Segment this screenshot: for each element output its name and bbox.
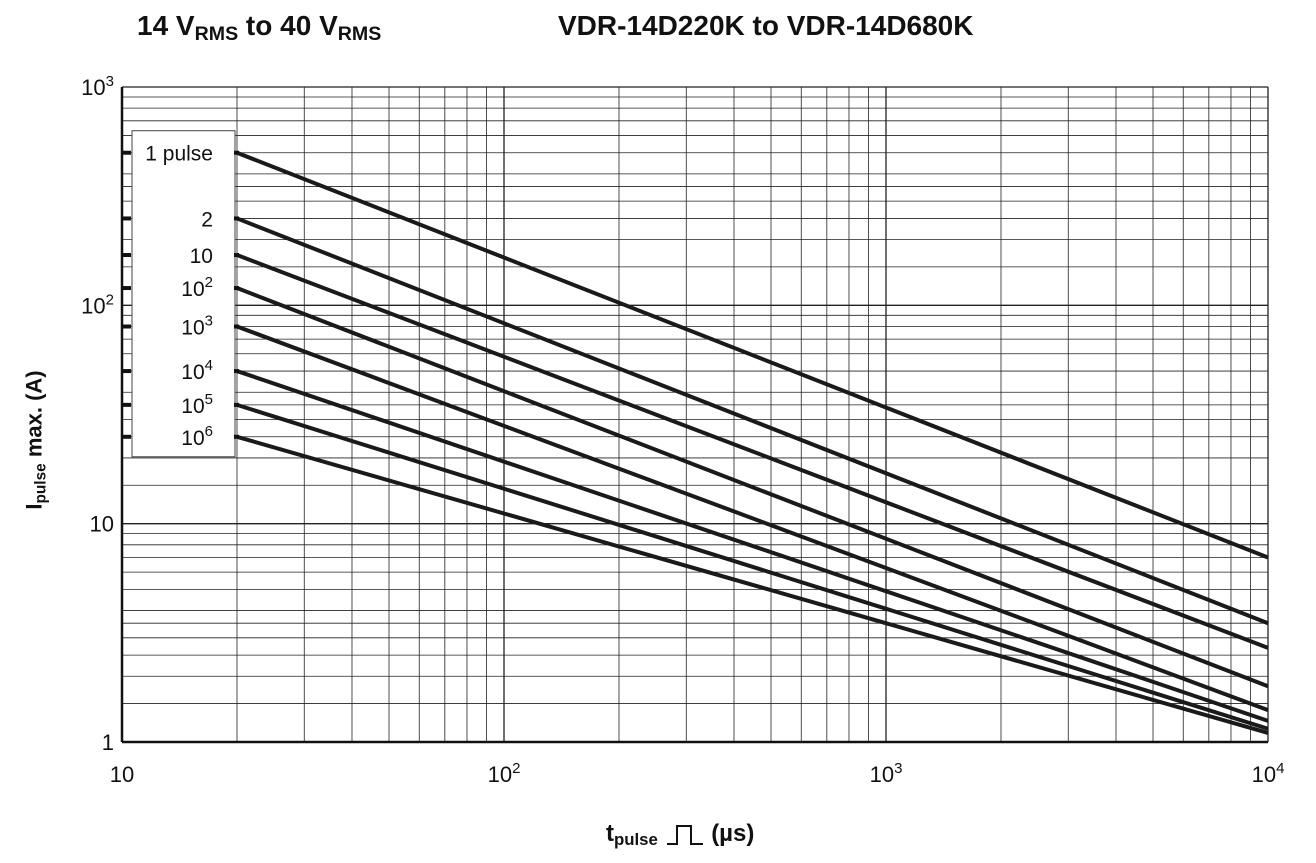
series-line bbox=[236, 150, 1269, 560]
series-line bbox=[236, 402, 1269, 731]
legend-label: 103 bbox=[181, 312, 213, 339]
legend-label: 106 bbox=[181, 423, 213, 450]
legend-box bbox=[131, 130, 236, 458]
series-line bbox=[236, 286, 1269, 689]
x-tick-label: 104 bbox=[1252, 760, 1285, 787]
legend-label: 104 bbox=[181, 357, 213, 384]
x-axis-label: tpulse (µs) bbox=[606, 820, 755, 850]
legend-label: 1 pulse bbox=[145, 143, 213, 166]
chart-axes bbox=[120, 87, 1268, 744]
legend: 1 pulse 2 10 102 103 104 105 106 bbox=[122, 130, 239, 458]
pulse-shape-icon bbox=[666, 824, 703, 845]
y-axis-label: Ipulse max. (A) bbox=[21, 370, 50, 510]
legend-label: 105 bbox=[181, 391, 213, 418]
series-line bbox=[236, 253, 1269, 650]
part-range-title: VDR-14D220K to VDR-14D680K bbox=[558, 10, 974, 41]
legend-label: 10 bbox=[190, 245, 213, 268]
legend-label: 2 bbox=[201, 208, 213, 231]
y-tick-label: 1 bbox=[102, 730, 114, 755]
series-lines bbox=[236, 150, 1269, 735]
legend-label: 102 bbox=[181, 274, 213, 301]
x-tick-label: 10 bbox=[110, 762, 134, 787]
series-line bbox=[236, 216, 1269, 626]
x-tick-label: 102 bbox=[488, 760, 521, 787]
series-line bbox=[236, 369, 1269, 723]
y-tick-label: 10 bbox=[90, 512, 114, 537]
voltage-range-title: 14 VRMS to 40 VRMS bbox=[137, 10, 382, 45]
chart-grid bbox=[121, 86, 1269, 743]
series-line bbox=[236, 324, 1269, 712]
y-tick-label: 102 bbox=[81, 291, 114, 318]
y-tick-label: 103 bbox=[81, 73, 114, 100]
x-tick-label: 103 bbox=[870, 760, 903, 787]
series-line bbox=[236, 434, 1269, 735]
